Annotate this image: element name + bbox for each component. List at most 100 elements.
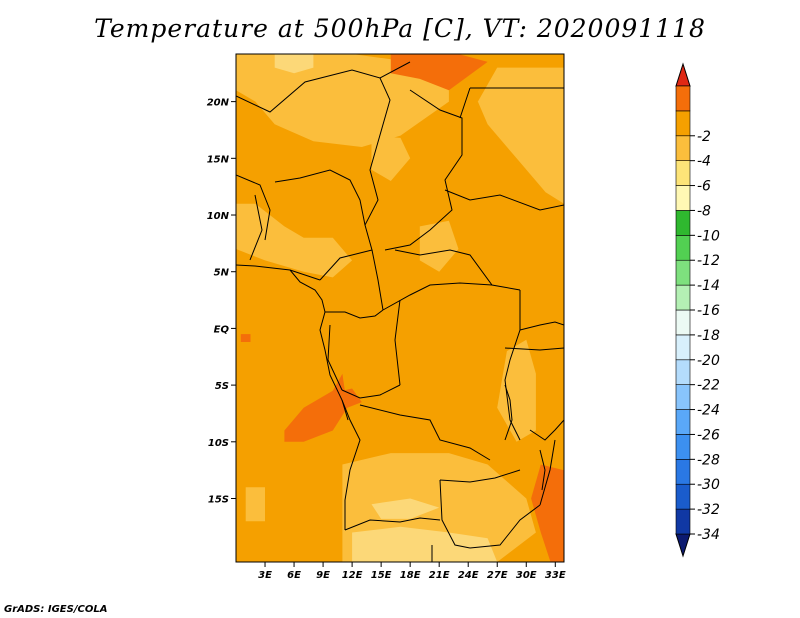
colorbar-swatch bbox=[675, 160, 691, 186]
lat-tick-label: 5N bbox=[214, 268, 230, 279]
lon-tick-label: 18E bbox=[400, 570, 421, 581]
colorbar-label: -6 bbox=[697, 179, 711, 195]
colorbar-swatch bbox=[675, 359, 691, 385]
colorbar-label: -24 bbox=[697, 403, 720, 419]
lat-tick-label: 10N bbox=[207, 211, 230, 222]
region-warm-gulf-spot bbox=[240, 334, 251, 342]
border-line bbox=[341, 384, 401, 399]
border-line bbox=[504, 347, 564, 351]
region-warm-angola-spot bbox=[337, 388, 362, 408]
border-line bbox=[236, 61, 411, 113]
lon-tick-label: 21E bbox=[429, 570, 450, 581]
colorbar-swatch bbox=[675, 483, 691, 510]
border-line bbox=[327, 324, 343, 391]
lon-tick-label: 9E bbox=[316, 570, 330, 581]
colorbar-swatch bbox=[675, 334, 691, 361]
colorbar-swatch bbox=[675, 110, 691, 137]
colorbar-label: -18 bbox=[697, 328, 720, 344]
border-line bbox=[384, 89, 463, 251]
colorbar-label: -4 bbox=[697, 154, 711, 170]
lon-tick-label: 27E bbox=[487, 570, 508, 581]
border-line bbox=[519, 321, 564, 331]
border-line bbox=[371, 249, 384, 311]
border-line bbox=[504, 290, 521, 441]
colorbar-label: -22 bbox=[697, 378, 720, 394]
plot-frame bbox=[235, 53, 565, 563]
lat-tick-label: EQ bbox=[214, 324, 230, 335]
border-line bbox=[459, 87, 471, 119]
region-warm-angola-coast bbox=[284, 373, 348, 442]
border-line bbox=[529, 419, 564, 441]
colorbar-swatch bbox=[675, 259, 691, 286]
colorbar-label: -28 bbox=[697, 452, 720, 468]
border-line bbox=[236, 174, 271, 241]
country-borders bbox=[236, 61, 564, 562]
colorbar-swatch bbox=[675, 309, 691, 336]
colorbar-swatch bbox=[675, 185, 691, 211]
latitude-axis: 20N 15N 10N 5N EQ 5S 10S 15S bbox=[207, 98, 236, 506]
border-line bbox=[319, 77, 391, 281]
colorbar-min-arrow bbox=[675, 533, 691, 558]
colorbar-swatch bbox=[675, 409, 691, 435]
colorbar-label: -32 bbox=[697, 502, 720, 518]
region-light-east-central bbox=[497, 339, 536, 442]
border-line bbox=[394, 299, 401, 386]
border-line bbox=[359, 404, 491, 461]
colorbar-swatch bbox=[675, 284, 691, 311]
colorbar-label: -10 bbox=[697, 228, 720, 244]
colorbar-label: -26 bbox=[697, 427, 720, 443]
colorbar-label: -14 bbox=[697, 278, 720, 294]
colorbar-swatch bbox=[675, 459, 691, 485]
border-line bbox=[394, 249, 521, 291]
border-line bbox=[344, 517, 441, 531]
border-line bbox=[439, 469, 521, 483]
colorbar-swatch bbox=[675, 210, 691, 236]
lon-tick-label: 33E bbox=[545, 570, 566, 581]
lon-tick-label: 12E bbox=[342, 570, 363, 581]
lon-tick-label: 15E bbox=[371, 570, 392, 581]
region-light-east bbox=[477, 67, 564, 204]
colorbar-swatch bbox=[675, 384, 691, 410]
longitude-axis: 3E 6E 9E 12E 15E 18E 21E 24E 27E 30E 33E bbox=[258, 562, 566, 581]
region-warm-north-east bbox=[390, 54, 488, 91]
region-lightest-south bbox=[352, 526, 498, 562]
lat-tick-label: 15S bbox=[208, 495, 229, 506]
colorbar-label: -2 bbox=[697, 129, 711, 145]
region-light-sw-strip bbox=[245, 487, 265, 522]
grads-credit: GrADS: IGES/COLA bbox=[4, 604, 108, 615]
region-lightest-south-patch bbox=[371, 498, 440, 519]
region-lightest-north-patch bbox=[274, 54, 314, 74]
map-title: Temperature at 500hPa [C], VT: 202009111… bbox=[94, 14, 706, 43]
colorbar-swatch bbox=[675, 135, 691, 161]
colorbar-label: -34 bbox=[697, 527, 720, 543]
lat-tick-label: 20N bbox=[207, 98, 230, 109]
lon-tick-label: 3E bbox=[258, 570, 272, 581]
colorbar-label: -30 bbox=[697, 477, 720, 493]
colorbar-label: -8 bbox=[697, 203, 711, 219]
region-light-west-coast bbox=[236, 203, 353, 278]
border-line bbox=[439, 479, 471, 549]
border-line bbox=[539, 439, 556, 506]
lat-tick-label: 10S bbox=[208, 438, 229, 449]
region-light-chad-strip bbox=[371, 135, 411, 181]
plot-area bbox=[236, 54, 564, 562]
border-line bbox=[274, 169, 366, 226]
temperature-regions bbox=[236, 54, 564, 562]
colorbar-max-arrow bbox=[675, 62, 691, 87]
border-line bbox=[325, 309, 384, 319]
lon-tick-label: 30E bbox=[516, 570, 537, 581]
border-line bbox=[249, 194, 263, 261]
border-line bbox=[382, 282, 493, 311]
colorbar: -34 -32 -30 -28 -26 -24 -22 -20 -18 -16 -14 -12 -10 -… bbox=[675, 62, 720, 558]
lake-outline bbox=[504, 384, 513, 441]
colorbar-label: -12 bbox=[697, 253, 720, 269]
border-line bbox=[341, 399, 361, 530]
region-warm-southeast bbox=[531, 464, 564, 562]
coastline bbox=[289, 269, 349, 421]
lon-tick-label: 6E bbox=[287, 570, 301, 581]
region-light-central-patch bbox=[419, 220, 459, 272]
colorbar-swatch bbox=[675, 235, 691, 261]
lat-tick-label: 5S bbox=[215, 381, 229, 392]
region-lighter-north bbox=[236, 54, 449, 147]
lat-tick-label: 15N bbox=[207, 154, 230, 165]
